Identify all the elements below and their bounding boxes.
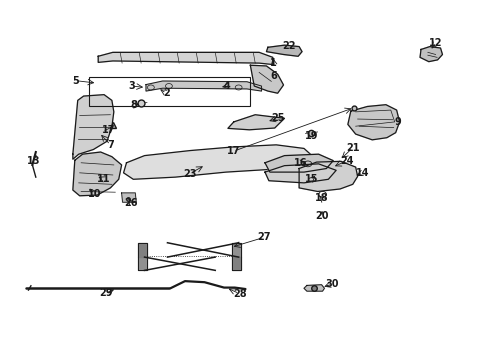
Bar (89, 77, 250, 107)
Polygon shape (250, 65, 283, 93)
Text: 27: 27 (257, 232, 270, 242)
Text: 14: 14 (355, 168, 368, 178)
Text: 12: 12 (428, 38, 442, 48)
Polygon shape (419, 46, 442, 62)
Text: 21: 21 (346, 143, 359, 153)
Text: 19: 19 (305, 131, 318, 141)
Polygon shape (347, 105, 399, 140)
Polygon shape (146, 81, 261, 91)
Polygon shape (227, 115, 284, 130)
Polygon shape (266, 45, 302, 56)
Polygon shape (264, 154, 332, 172)
Text: 25: 25 (270, 113, 284, 123)
Polygon shape (231, 243, 240, 257)
Text: 24: 24 (340, 156, 353, 166)
Polygon shape (304, 285, 324, 291)
Text: 17: 17 (226, 146, 240, 156)
Text: 6: 6 (270, 71, 277, 81)
Text: 10: 10 (87, 189, 101, 199)
Text: 3: 3 (128, 81, 135, 91)
Text: 23: 23 (183, 168, 196, 179)
Text: 29: 29 (99, 288, 112, 298)
Text: 16: 16 (293, 158, 306, 168)
Polygon shape (138, 243, 147, 257)
Text: 8: 8 (130, 100, 137, 111)
Text: 20: 20 (314, 211, 327, 221)
Polygon shape (73, 152, 122, 196)
Text: 1: 1 (270, 58, 277, 68)
Text: 26: 26 (124, 198, 138, 208)
Text: 11: 11 (97, 174, 111, 184)
Polygon shape (73, 95, 114, 159)
Text: 7: 7 (107, 140, 114, 150)
Text: 15: 15 (305, 174, 318, 184)
Text: 9: 9 (393, 117, 400, 127)
Polygon shape (231, 257, 240, 270)
Text: 13: 13 (27, 156, 41, 166)
Polygon shape (123, 145, 315, 179)
Text: 17: 17 (102, 125, 116, 135)
Text: 5: 5 (72, 76, 79, 86)
Polygon shape (138, 257, 147, 270)
Polygon shape (299, 161, 357, 192)
Polygon shape (98, 52, 272, 64)
Text: 18: 18 (314, 193, 327, 203)
Polygon shape (122, 193, 136, 202)
Text: 22: 22 (282, 41, 296, 51)
Text: 28: 28 (232, 289, 246, 299)
Text: 30: 30 (325, 279, 338, 289)
Text: 2: 2 (163, 88, 169, 98)
Text: 4: 4 (224, 81, 230, 91)
Polygon shape (264, 164, 335, 183)
